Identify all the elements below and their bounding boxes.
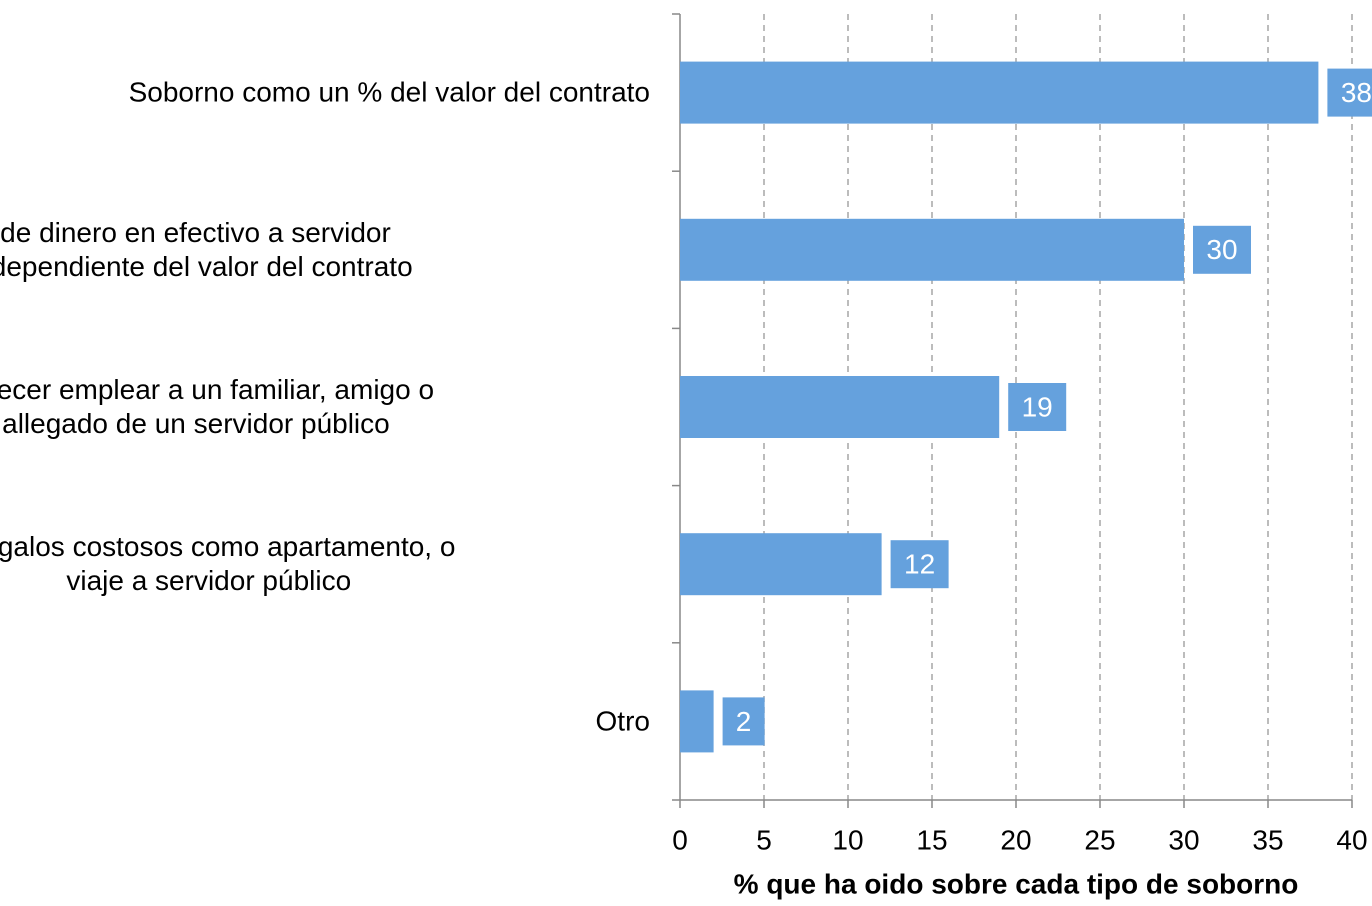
x-tick-label: 15: [916, 824, 947, 855]
bar: [680, 218, 1184, 281]
bar: [680, 533, 882, 596]
x-tick-label: 20: [1000, 824, 1031, 855]
value-label: 12: [904, 549, 935, 580]
y-tick-label: Entrega de dinero en efectivo a servidor…: [0, 217, 413, 282]
value-label: 19: [1022, 391, 1053, 422]
value-label: 30: [1206, 234, 1237, 265]
x-axis-title: % que ha oido sobre cada tipo de soborno: [734, 868, 1299, 899]
x-tick-label: 35: [1252, 824, 1283, 855]
value-label-box: [722, 697, 765, 746]
value-label: 38: [1341, 77, 1372, 108]
x-tick-label: 40: [1336, 824, 1367, 855]
bar: [680, 61, 1319, 124]
y-tick-label: Otro: [596, 706, 650, 737]
y-tick-label: Ofrecer emplear a un familiar, amigo o al…: [0, 374, 434, 439]
value-label-box: [890, 540, 949, 589]
value-label: 2: [736, 706, 752, 737]
y-tick-label: Regalos costosos como apartamento, o viaj…: [0, 532, 455, 597]
x-tick-label: 30: [1168, 824, 1199, 855]
x-tick-label: 0: [672, 824, 688, 855]
value-label-box: [1193, 225, 1251, 274]
x-tick-label: 5: [756, 824, 772, 855]
bar: [680, 690, 714, 753]
y-tick-label: Soborno como un % del valor del contrato: [129, 77, 650, 108]
x-tick-label: 25: [1084, 824, 1115, 855]
value-label-box: [1327, 68, 1372, 117]
x-tick-label: 10: [832, 824, 863, 855]
value-label-box: [1008, 383, 1067, 431]
bar: [680, 376, 1000, 438]
